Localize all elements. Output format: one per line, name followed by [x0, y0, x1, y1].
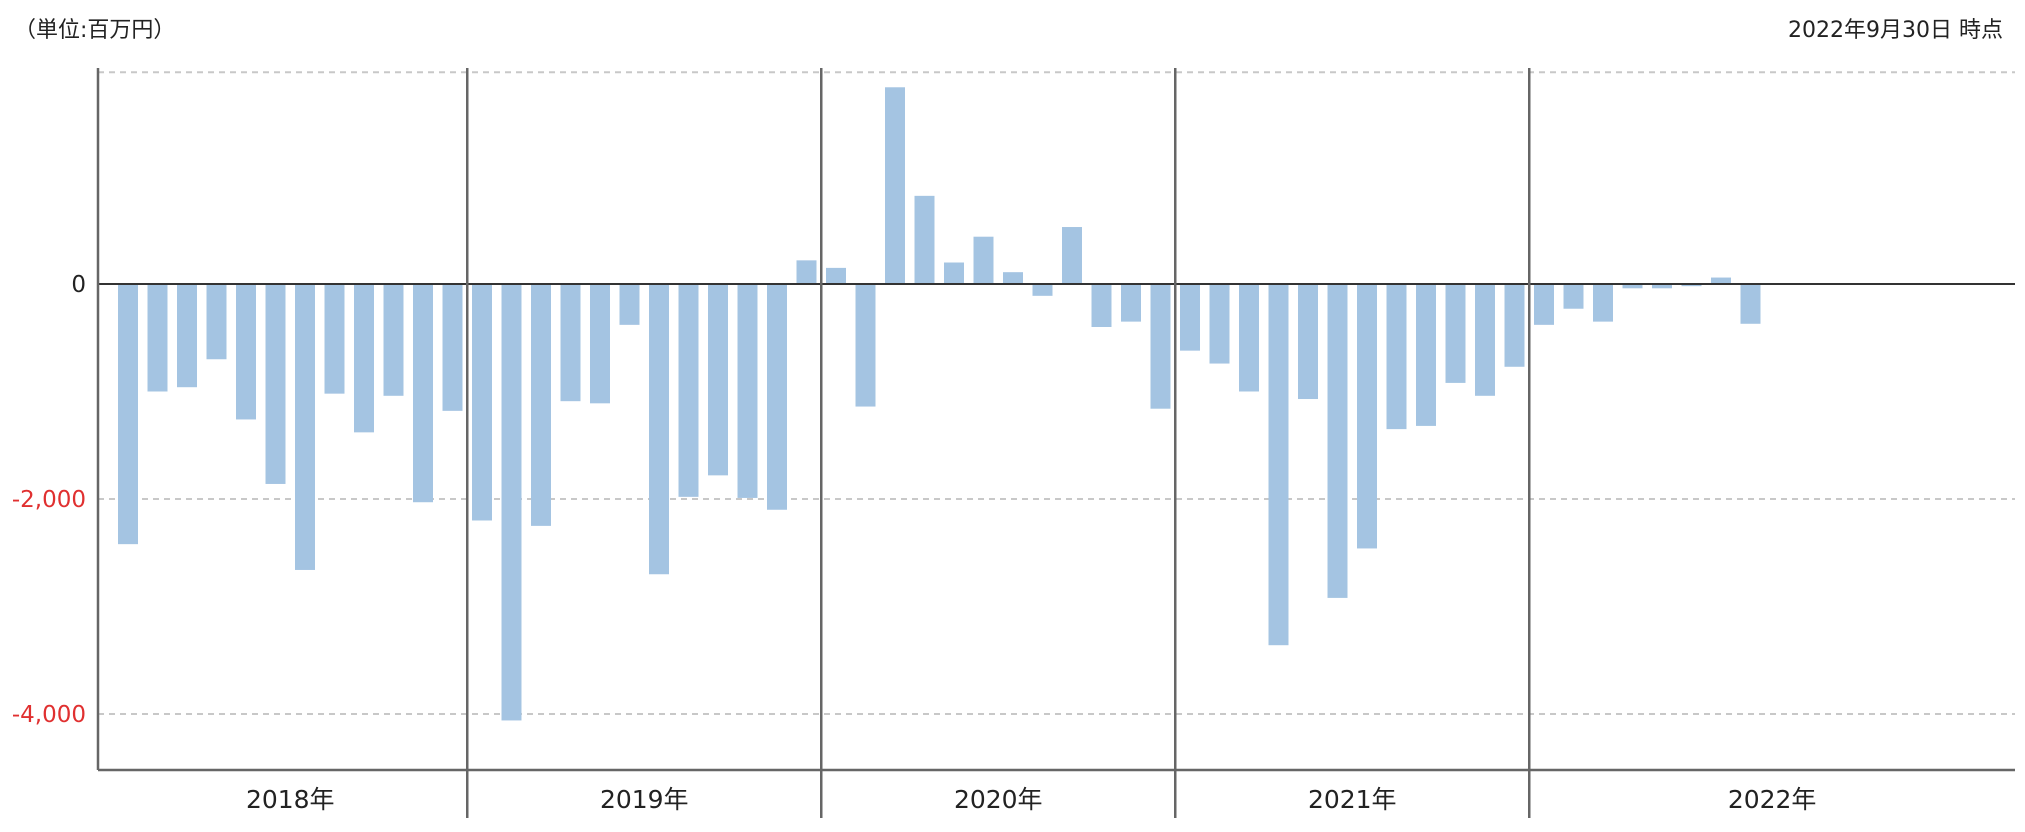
bar	[1150, 284, 1171, 409]
bar	[295, 284, 315, 570]
bar	[973, 236, 994, 284]
bar	[737, 284, 758, 498]
bar	[1327, 284, 1348, 598]
y-tick-label: -4,000	[12, 702, 86, 728]
bar	[767, 284, 787, 510]
bar	[1032, 284, 1053, 296]
bar	[590, 284, 610, 404]
bar	[1386, 284, 1407, 430]
bar	[442, 284, 463, 411]
bar	[796, 260, 817, 284]
bar	[914, 195, 935, 284]
bar	[1475, 284, 1495, 396]
bar	[1239, 284, 1259, 392]
x-tick-label: 2020年	[954, 785, 1043, 814]
bar	[1298, 284, 1318, 400]
bar	[1740, 284, 1761, 324]
bar	[1268, 284, 1289, 646]
bar	[324, 284, 345, 394]
bar	[265, 284, 286, 484]
bar	[383, 284, 404, 396]
bar	[678, 284, 699, 497]
bar	[944, 262, 964, 284]
x-tick-label: 2022年	[1728, 785, 1817, 814]
bar	[708, 284, 728, 476]
bar	[560, 284, 581, 402]
bar	[1652, 284, 1672, 289]
bar	[472, 284, 492, 521]
bar	[1622, 284, 1643, 289]
bar	[1445, 284, 1466, 383]
x-tick-label: 2019年	[600, 785, 689, 814]
bar	[501, 284, 522, 721]
bar	[177, 284, 197, 388]
bar	[413, 284, 433, 503]
bar	[1180, 284, 1200, 351]
bar	[531, 284, 551, 526]
as-of-date: 2022年9月30日 時点	[1788, 18, 2003, 43]
bar	[1091, 284, 1112, 327]
bar	[1563, 284, 1584, 309]
bar	[1711, 277, 1731, 284]
bar	[619, 284, 640, 325]
bar	[147, 284, 168, 392]
bar	[1121, 284, 1141, 322]
bar	[1003, 272, 1023, 284]
x-tick-label: 2021年	[1308, 785, 1397, 814]
y-tick-label: -2,000	[12, 487, 86, 513]
bar	[1357, 284, 1377, 549]
bar	[236, 284, 256, 420]
bar	[1504, 284, 1525, 367]
bar	[1593, 284, 1613, 322]
bar	[1209, 284, 1230, 364]
bar	[1681, 284, 1702, 287]
y-tick-label: 0	[71, 272, 86, 298]
bar	[354, 284, 374, 433]
unit-label: （単位:百万円）	[14, 18, 176, 43]
bar	[855, 284, 876, 407]
x-tick-label: 2018年	[246, 785, 335, 814]
bar	[206, 284, 227, 360]
bar	[118, 284, 138, 545]
bar	[885, 87, 905, 285]
bar	[826, 267, 846, 284]
bar	[1062, 227, 1082, 284]
bar	[1534, 284, 1554, 325]
bar	[649, 284, 669, 575]
bar	[1416, 284, 1436, 426]
